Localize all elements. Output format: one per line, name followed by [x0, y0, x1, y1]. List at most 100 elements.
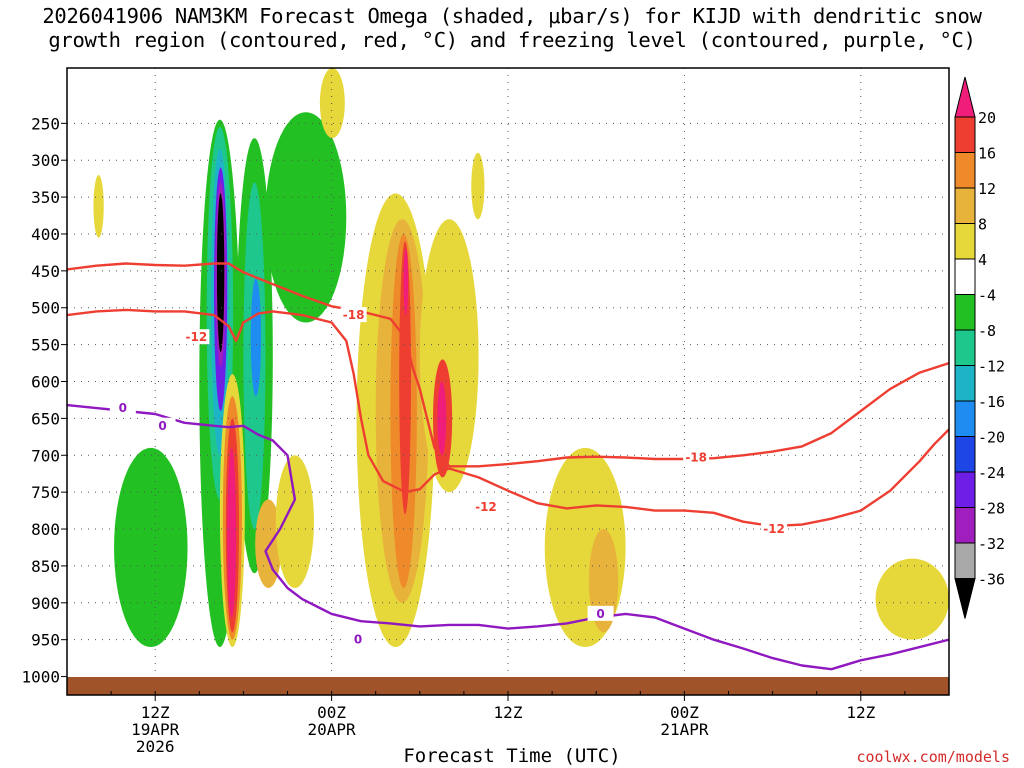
colorbar-segment	[954, 507, 976, 544]
colorbar-bottom-arrow	[954, 578, 976, 619]
colorbar-label: 16	[978, 145, 996, 163]
contour-label-bg	[472, 498, 499, 514]
contour-label-bg	[761, 521, 788, 537]
omega-region-downward-yellow-blob-2	[275, 455, 314, 589]
colorbar-label: -28	[978, 500, 1005, 518]
y-tick-label: 850	[31, 557, 60, 576]
contour-label: 0	[158, 419, 166, 433]
contour-label: -12	[475, 500, 497, 514]
x-tick-label: 20APR	[308, 720, 357, 739]
colorbar-label: -8	[978, 322, 996, 340]
y-tick-label: 350	[31, 188, 60, 207]
colorbar-label: -16	[978, 393, 1005, 411]
colorbar-label: -20	[978, 429, 1005, 447]
omega-region-downward-low-core-magenta	[227, 447, 237, 618]
contour-dendritic-bottom	[67, 308, 949, 528]
contour-label: 0	[596, 607, 604, 621]
colorbar-segment	[954, 258, 976, 295]
omega-region-downward-left-spike	[93, 174, 104, 238]
x-axis-title: Forecast Time (UTC)	[403, 745, 621, 767]
colorbar-label: -32	[978, 535, 1005, 553]
x-tick-label: 12Z	[846, 703, 875, 722]
colorbar-top-arrow	[954, 76, 976, 118]
omega-region-upward-west-outer	[114, 447, 188, 648]
contour-freezing-level	[67, 403, 949, 671]
colorbar-segment	[954, 365, 976, 402]
omega-region-upward-second-blue	[250, 278, 262, 397]
contour-label: -18	[685, 450, 707, 464]
plot-frame	[66, 67, 950, 696]
contour-label-bg	[345, 631, 372, 647]
contour-label: 0	[119, 401, 127, 415]
colorbar-segment	[954, 471, 976, 508]
colorbar-segment	[954, 152, 976, 189]
contour-dendritic-top	[67, 262, 949, 468]
y-tick-label: 450	[31, 262, 60, 281]
colorbar-label: -4	[978, 287, 996, 305]
y-tick-label: 400	[31, 225, 60, 244]
y-tick-label: 650	[31, 409, 60, 428]
colorbar-label: 8	[978, 216, 987, 234]
omega-region-downward-far-right-yellow	[875, 558, 949, 640]
omega-shading	[93, 68, 949, 648]
contour-label: 0	[354, 633, 362, 647]
title-line-1: 2026041906 NAM3KM Forecast Omega (shaded…	[42, 4, 982, 28]
y-tick-label: 750	[31, 483, 60, 502]
omega-region-downward-central-red	[399, 241, 411, 515]
colorbar-segment	[954, 187, 976, 224]
colorbar-segment	[954, 436, 976, 473]
x-tick-label: 00Z	[670, 703, 699, 722]
contour-label-bg	[587, 605, 614, 621]
colorbar-label: 12	[978, 180, 996, 198]
y-tick-label: 900	[31, 594, 60, 613]
contours: -18 -12 -18 -12 -12 0 0 0 0	[67, 262, 949, 671]
title-line-2: growth region (contoured, red, °C) and f…	[48, 28, 976, 52]
x-tick-label: 21APR	[660, 720, 709, 739]
x-tick-label: 12Z	[141, 703, 170, 722]
y-tick-label: 600	[31, 373, 60, 392]
colorbar-segment	[954, 116, 976, 153]
x-tick-label: 12Z	[494, 703, 523, 722]
contour-label-bg	[340, 307, 367, 323]
colorbar-label: -36	[978, 571, 1005, 589]
colorbar: 20 16 12 8 4 -4 -8 -12 -16 -20 -24 -28 -32 -36	[954, 76, 1005, 619]
colorbar-segment	[954, 400, 976, 437]
omega-region-downward-upper-spike	[319, 68, 345, 139]
x-tick-label: 19APR	[131, 720, 180, 739]
y-tick-label: 300	[31, 151, 60, 170]
y-tick-label: 250	[31, 114, 60, 133]
omega-region-downward-central-lower-magenta	[437, 381, 447, 456]
contour-label-bg	[683, 449, 710, 465]
gridlines	[67, 68, 949, 695]
contour-label: -12	[763, 522, 785, 536]
y-axis-labels: 250 300 350 400 450 500 550 600 650 700 750 800 850 9…	[21, 114, 67, 687]
x-tick-label: 00Z	[317, 703, 346, 722]
omega-region-downward-central-magenta	[403, 248, 409, 316]
y-tick-label: 550	[31, 336, 60, 355]
y-tick-label: 500	[31, 299, 60, 318]
contour-label: -12	[186, 330, 208, 344]
omega-region-upward-upper-right	[265, 112, 347, 323]
y-tick-label: 950	[31, 631, 60, 650]
colorbar-segment	[954, 223, 976, 260]
contour-label-bg	[183, 329, 210, 345]
omega-region-downward-orange-blob	[255, 499, 282, 589]
colorbar-label: -12	[978, 358, 1005, 376]
site-credit[interactable]: coolwx.com/models	[856, 748, 1010, 766]
colorbar-label: 4	[978, 251, 987, 269]
terrain-ground	[67, 677, 949, 695]
y-tick-label: 700	[31, 446, 60, 465]
chart-title: 2026041906 NAM3KM Forecast Omega (shaded…	[0, 4, 1024, 52]
colorbar-label: 20	[978, 109, 996, 127]
y-tick-label: 800	[31, 520, 60, 539]
colorbar-label: -24	[978, 464, 1005, 482]
omega-region-downward-mid-spike	[471, 152, 485, 220]
contour-label-bg	[109, 400, 136, 416]
colorbar-segment	[954, 329, 976, 366]
contour-label: -18	[343, 308, 365, 322]
colorbar-segment	[954, 542, 976, 579]
omega-region-upward-core-black	[216, 193, 225, 352]
colorbar-segment	[954, 294, 976, 331]
